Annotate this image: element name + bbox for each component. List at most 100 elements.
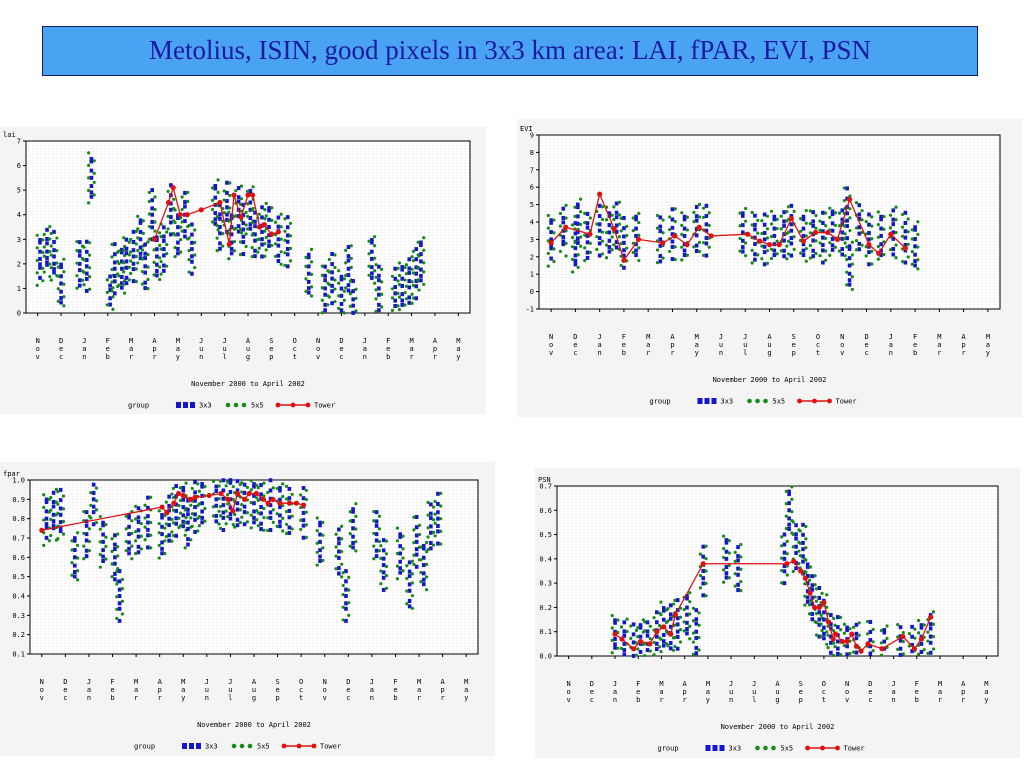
point-5x5 [424, 588, 429, 592]
point-5x5 [380, 292, 384, 296]
point-5x5 [315, 529, 319, 533]
point-5x5 [281, 494, 285, 499]
point-5x5 [249, 513, 253, 517]
point-3x3 [381, 556, 386, 561]
point-3x3 [694, 621, 699, 626]
point-3x3 [278, 485, 282, 490]
point-3x3 [285, 225, 290, 230]
point-5x5 [791, 520, 795, 524]
point-5x5 [218, 479, 223, 483]
point-3x3 [38, 265, 42, 270]
point-5x5 [232, 249, 237, 253]
point-5x5 [321, 533, 325, 537]
point-5x5 [171, 508, 175, 512]
x-tick-letter: D [864, 333, 868, 341]
x-tick-letter: y [456, 353, 460, 361]
x-tick-letter: p [792, 349, 796, 357]
x-tick-letter: u [767, 341, 771, 349]
x-tick-letter: N [549, 333, 553, 341]
point-5x5 [896, 647, 900, 651]
x-tick-letter: a [891, 688, 895, 696]
point-5x5 [190, 524, 194, 529]
point-5x5 [384, 539, 389, 543]
point-5x5 [843, 254, 847, 258]
point-5x5 [848, 651, 852, 656]
point-3x3 [801, 554, 805, 559]
point-3x3 [658, 259, 663, 264]
point-3x3 [694, 214, 699, 219]
point-3x3 [323, 308, 327, 313]
point-5x5 [636, 626, 640, 630]
point-5x5 [707, 245, 711, 249]
point-5x5 [255, 518, 259, 522]
point-3x3 [91, 497, 96, 502]
point-5x5 [76, 578, 80, 582]
point-3x3 [868, 638, 873, 643]
point-3x3 [193, 529, 197, 534]
point-5x5 [115, 607, 119, 611]
tower-point [911, 646, 918, 652]
point-5x5 [922, 648, 926, 652]
point-5x5 [419, 545, 423, 549]
point-3x3 [181, 505, 186, 510]
point-3x3 [318, 520, 322, 525]
point-5x5 [262, 506, 266, 511]
point-3x3 [414, 514, 419, 519]
point-3x3 [704, 214, 709, 219]
point-3x3 [351, 509, 355, 514]
x-tick-letter: F [110, 678, 114, 686]
point-5x5 [865, 632, 870, 636]
point-3x3 [772, 233, 777, 238]
point-3x3 [801, 559, 805, 564]
point-5x5 [75, 286, 79, 290]
x-tick-letter: o [845, 688, 849, 696]
tower-point [825, 619, 832, 625]
point-3x3 [330, 276, 334, 281]
point-3x3 [113, 260, 117, 265]
point-3x3 [51, 504, 56, 509]
point-3x3 [821, 260, 825, 265]
point-3x3 [854, 636, 859, 641]
point-5x5 [240, 503, 244, 507]
point-3x3 [882, 630, 887, 635]
point-5x5 [333, 253, 337, 257]
x-tick-letter: y [464, 694, 468, 702]
point-5x5 [790, 497, 794, 501]
x-tick-letter: r [417, 694, 421, 702]
point-3x3 [801, 540, 805, 545]
x-tick-letter: b [636, 696, 640, 704]
legend-5x5-marker [755, 745, 760, 751]
point-5x5 [780, 544, 784, 548]
point-5x5 [134, 504, 138, 508]
point-3x3 [701, 544, 706, 549]
tower-point [879, 646, 885, 652]
point-5x5 [283, 251, 287, 255]
y-tick-label: 0 [530, 288, 534, 296]
tower-point [245, 192, 251, 198]
point-5x5 [691, 606, 696, 610]
point-5x5 [377, 549, 382, 553]
tower-point [834, 236, 841, 242]
point-5x5 [170, 530, 174, 534]
point-5x5 [697, 240, 702, 244]
point-5x5 [432, 543, 436, 547]
x-tick-letter: a [646, 341, 650, 349]
point-5x5 [888, 213, 893, 217]
point-3x3 [318, 532, 322, 537]
x-tick-letter: u [743, 341, 747, 349]
point-5x5 [659, 649, 663, 654]
tower-point [261, 221, 267, 228]
x-tick-letter: M [129, 337, 133, 345]
point-5x5 [619, 263, 623, 268]
point-5x5 [255, 508, 259, 513]
point-3x3 [928, 640, 933, 645]
point-5x5 [165, 252, 169, 256]
point-5x5 [828, 253, 832, 257]
x-tick-letter: r [441, 694, 445, 702]
point-3x3 [585, 211, 590, 216]
point-5x5 [804, 234, 808, 238]
x-tick-letter: r [683, 696, 687, 704]
x-tick-letter: n [82, 353, 86, 361]
x-tick-letter: e [59, 345, 63, 353]
